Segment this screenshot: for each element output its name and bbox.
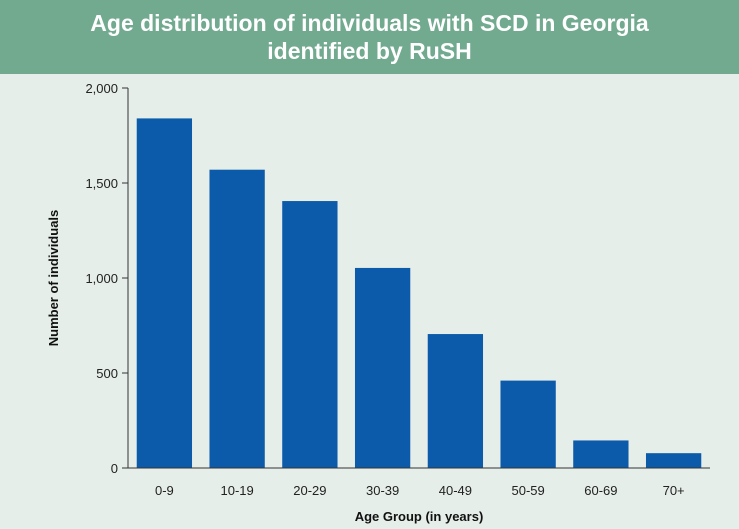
chart-title-bar: Age distribution of individuals with SCD… (0, 0, 739, 74)
y-tick-label: 500 (96, 366, 118, 381)
y-tick-label: 2,000 (85, 81, 118, 96)
x-tick-label: 0-9 (155, 483, 174, 498)
x-tick-label: 40-49 (439, 483, 472, 498)
x-tick-label: 60-69 (584, 483, 617, 498)
chart-title-line-1: Age distribution of individuals with SCD… (90, 10, 649, 36)
bar-40-49 (427, 334, 484, 468)
bar-30-39 (354, 267, 411, 468)
bar-70+ (645, 453, 702, 468)
y-tick-label: 0 (111, 461, 118, 476)
x-tick-label: 10-19 (221, 483, 254, 498)
x-axis: 0-9 10-19 20-29 30-39 40-49 50-59 60-69 70+ (128, 467, 710, 498)
y-tick-label: 1,000 (85, 271, 118, 286)
y-axis: 0 500 1,000 1,500 2,000 (85, 81, 129, 476)
x-tick-label: 50-59 (512, 483, 545, 498)
bar-10-19 (209, 169, 265, 468)
bar-20-29 (282, 201, 338, 469)
x-tick-label: 70+ (663, 483, 685, 498)
bar-50-59 (500, 380, 556, 468)
chart-title-line-2: identified by RuSH (267, 38, 472, 64)
x-axis-title: Age Group (in years) (355, 509, 484, 524)
y-axis-title: Number of individuals (46, 210, 61, 347)
x-tick-label: 30-39 (366, 483, 399, 498)
bar-60-69 (573, 440, 629, 468)
bars (136, 118, 702, 469)
bar-0-9 (136, 118, 193, 469)
x-tick-label: 20-29 (293, 483, 326, 498)
y-tick-label: 1,500 (85, 176, 118, 191)
